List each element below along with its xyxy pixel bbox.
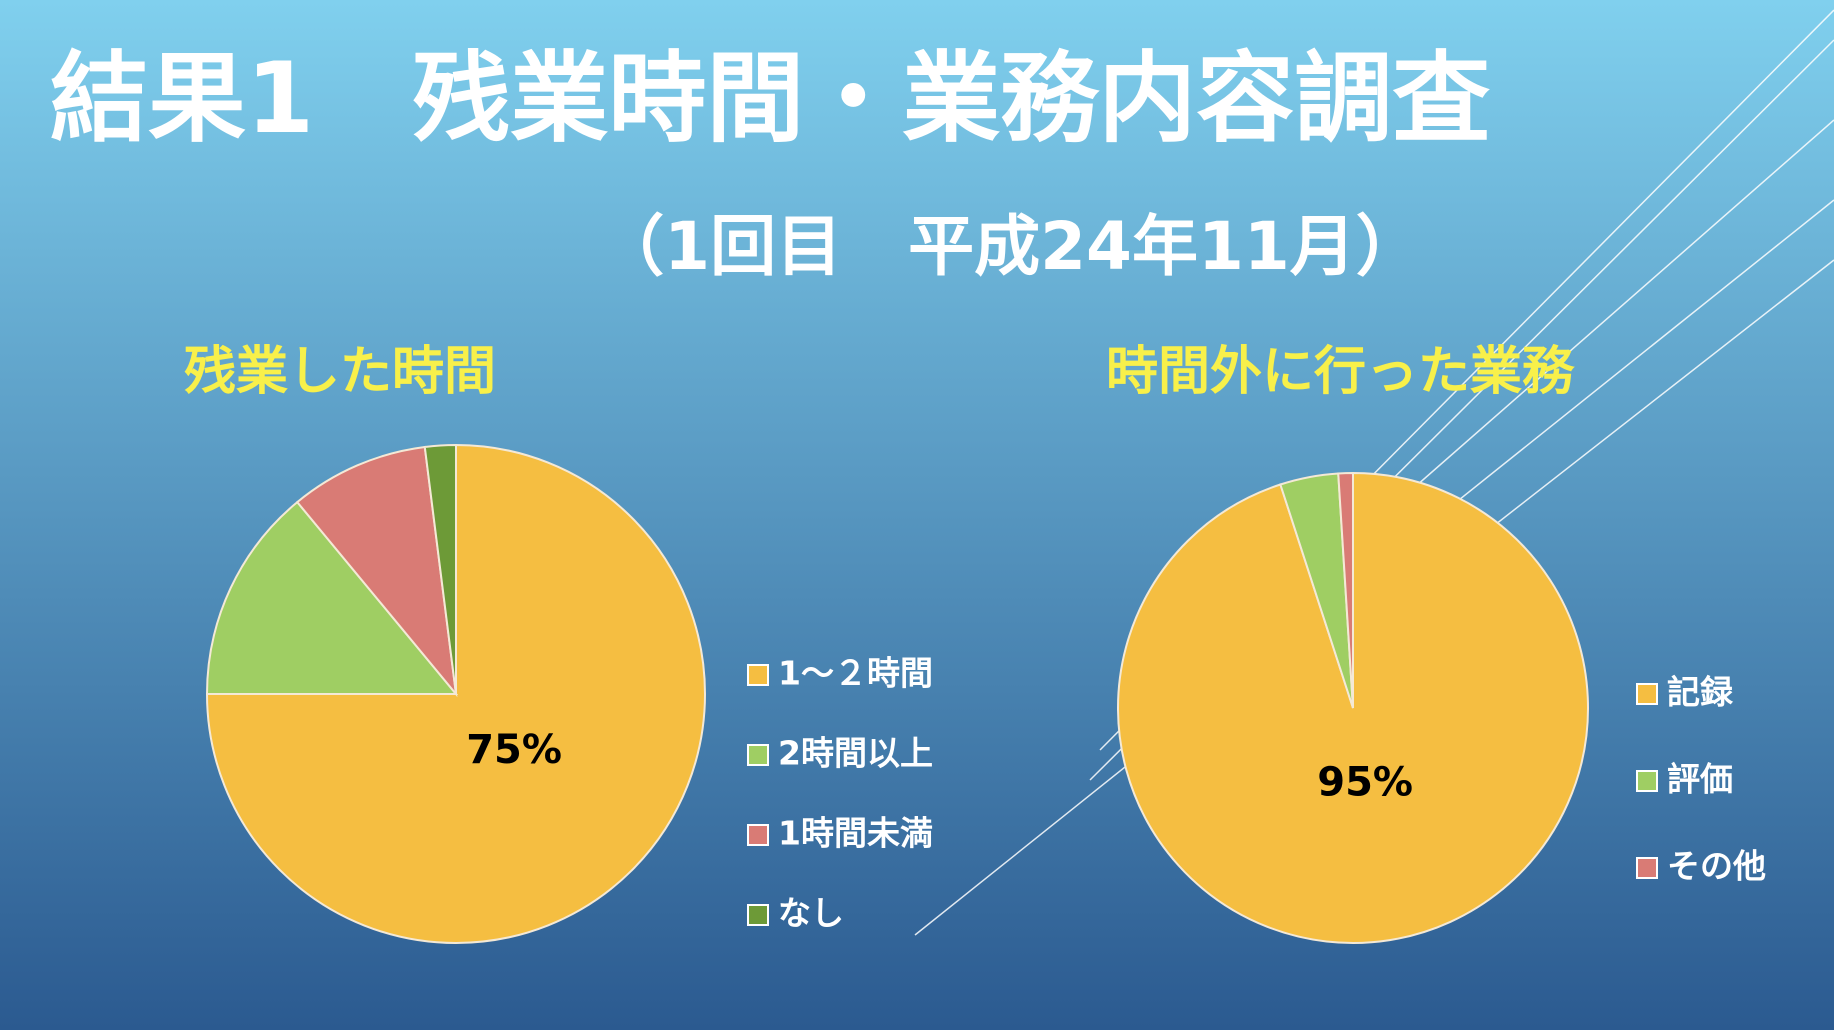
legend-label: 評価 xyxy=(1667,760,1733,799)
legend-label: その他 xyxy=(1667,847,1766,886)
deco-line xyxy=(1399,119,1834,501)
chart-title: 残業した時間 xyxy=(184,342,496,402)
deco-line xyxy=(1449,259,1834,561)
page-title: 結果1 残業時間・業務内容調査 xyxy=(50,42,1490,156)
pie-slice xyxy=(1337,471,1354,709)
legend-swatch xyxy=(747,904,769,926)
page-subtitle: （1回目 平成24年11月） xyxy=(598,208,1422,285)
legend-swatch xyxy=(747,744,769,766)
legend-swatch xyxy=(747,824,769,846)
value-label: 75% xyxy=(466,727,562,773)
legend-swatch xyxy=(1636,857,1658,879)
value-label: 95% xyxy=(1317,760,1413,806)
chart-title: 時間外に行った業務 xyxy=(1106,342,1575,402)
legend-label: 記録 xyxy=(1667,673,1734,712)
legend-label: 2時間以上 xyxy=(778,734,933,773)
pie-slice xyxy=(205,500,459,695)
legend-label: 1～２時間 xyxy=(778,654,933,693)
pie-slice xyxy=(423,443,457,695)
legend-swatch xyxy=(747,664,769,686)
legend-label: なし xyxy=(778,894,844,933)
legend-label: 1時間未満 xyxy=(778,814,933,853)
legend-swatch xyxy=(1636,683,1658,705)
pie-slice xyxy=(295,445,458,698)
legend-swatch xyxy=(1636,770,1658,792)
